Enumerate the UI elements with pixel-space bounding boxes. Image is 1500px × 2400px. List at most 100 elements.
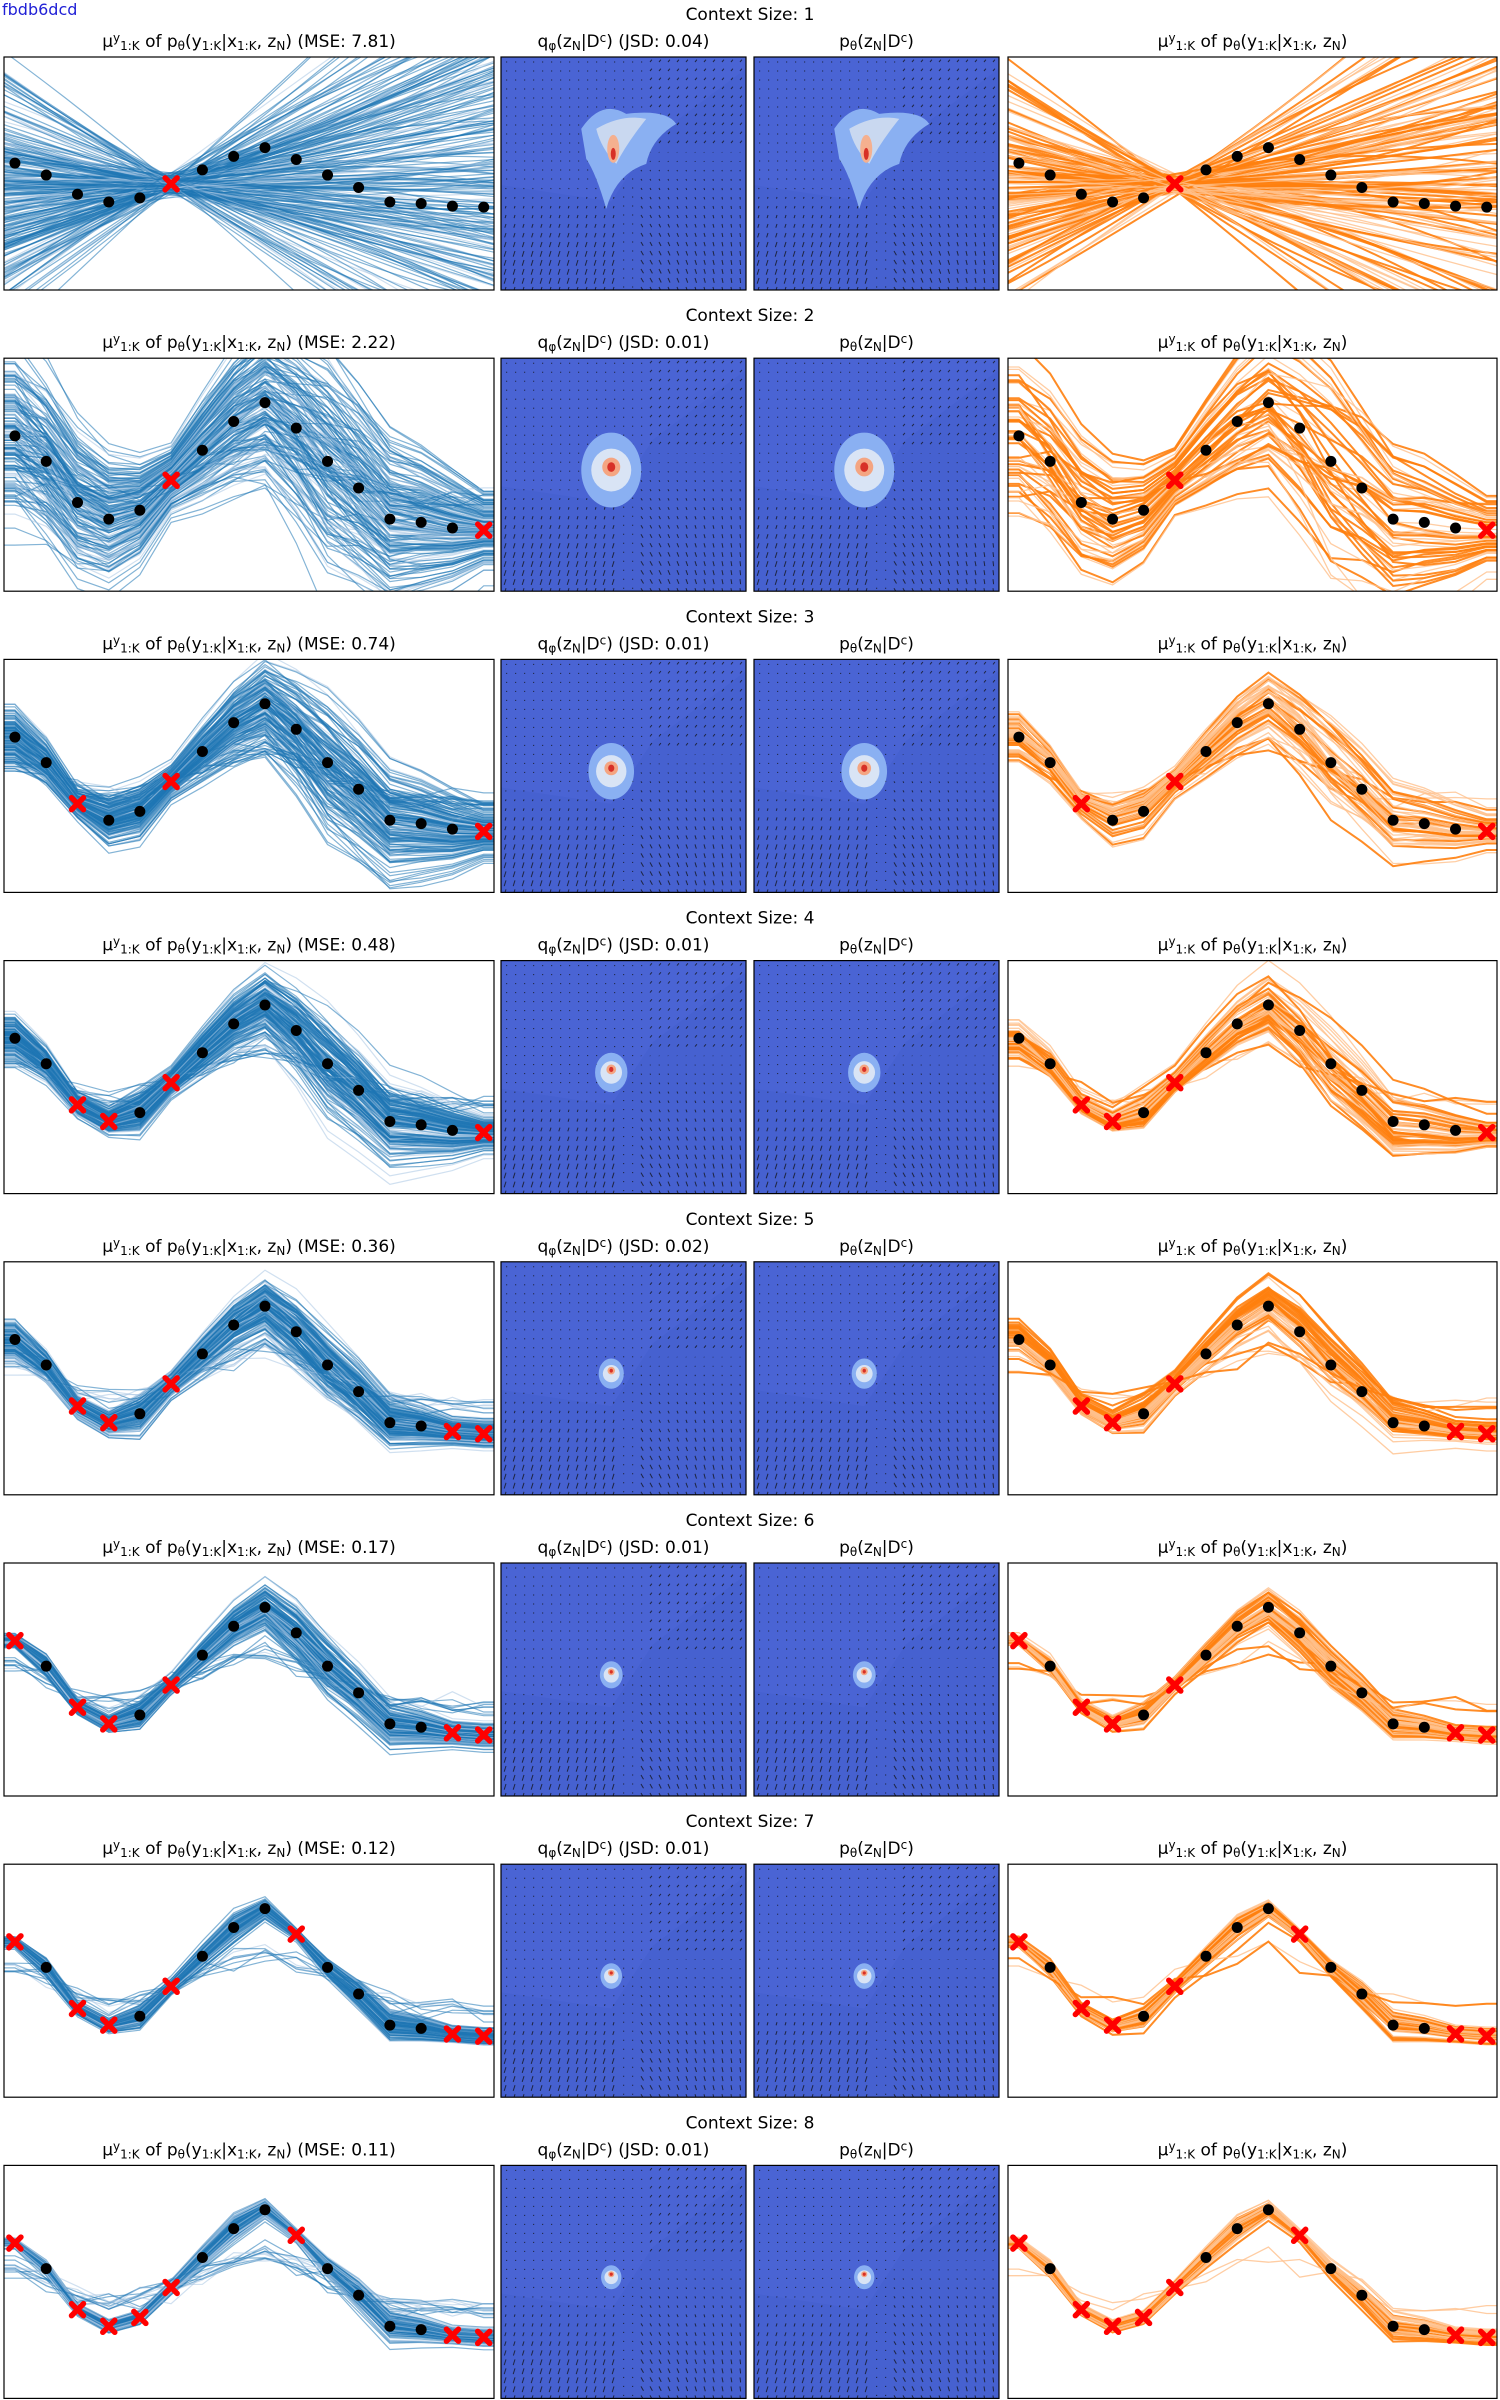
prior-density-1-frame bbox=[753, 56, 1000, 291]
mean-curves-orange-4-sample-line bbox=[1008, 960, 1497, 1125]
target-point-marker bbox=[1231, 2223, 1243, 2235]
context-point-marker bbox=[1477, 1123, 1496, 1142]
prior-density-4-frame bbox=[753, 959, 1000, 1195]
mean-curves-blue-2-sample-line bbox=[4, 365, 494, 519]
target-point-marker bbox=[1107, 513, 1119, 525]
context-point-marker bbox=[474, 521, 493, 539]
left-panel-title: μy1:K of pθ(y1:K|x1:K, zN) (MSE: 2.22) bbox=[102, 332, 396, 354]
prior-density-7-density-mode bbox=[853, 1963, 876, 1989]
target-point-marker bbox=[1325, 1058, 1337, 1070]
target-point-marker bbox=[1387, 1417, 1399, 1429]
context-row-4: Context Size: 4 μy1:K of pθ(y1:K|x1:K, zN… bbox=[3, 909, 1498, 1195]
prior-density-2-density-mode bbox=[834, 432, 895, 508]
mean-curves-blue-5-samples bbox=[4, 1269, 494, 1454]
posterior-panel-title: qφ(zN|Dc) (JSD: 0.01) bbox=[538, 1537, 710, 1559]
target-point-marker bbox=[322, 169, 334, 181]
target-point-marker bbox=[228, 415, 240, 427]
posterior-density-1-vector-field bbox=[503, 59, 743, 290]
target-point-marker bbox=[1200, 164, 1212, 176]
target-point-marker bbox=[1294, 1326, 1306, 1338]
mean-curves-orange-2-sample-line bbox=[1008, 358, 1497, 515]
mean-curves-orange-2-sample-line bbox=[1008, 371, 1497, 537]
target-point-marker bbox=[1387, 1115, 1399, 1127]
target-point-marker bbox=[1200, 745, 1212, 757]
target-point-marker bbox=[415, 1420, 427, 1432]
target-point-marker bbox=[134, 1107, 146, 1119]
target-point-marker bbox=[1200, 444, 1212, 456]
mean-curves-orange-2-sample-line bbox=[1008, 392, 1497, 534]
context-point-marker bbox=[162, 772, 180, 791]
target-point-marker bbox=[1138, 2010, 1150, 2022]
mean-curves-blue-1-frame bbox=[3, 56, 495, 291]
target-point-marker bbox=[1262, 2204, 1274, 2216]
target-point-marker bbox=[1200, 2251, 1212, 2263]
mean-curves-blue-2-sample-line bbox=[4, 467, 494, 592]
target-point-marker bbox=[259, 397, 271, 409]
mean-curves-orange-4-sample-line bbox=[1008, 975, 1497, 1147]
mean-curves-orange-1-sample-line bbox=[1008, 130, 1464, 290]
mean-curves-blue-6-sample-line bbox=[4, 1587, 494, 1728]
prior-panel-title: pθ(zN|Dc) bbox=[839, 634, 914, 656]
mean-curves-blue-2-samples bbox=[4, 358, 494, 592]
mean-curves-orange-2-frame bbox=[1007, 357, 1498, 592]
prior-density-7-frame bbox=[753, 1863, 1000, 2098]
mean-curves-orange-3-frame bbox=[1007, 658, 1498, 894]
context-point-marker bbox=[68, 794, 87, 813]
target-point-marker bbox=[1138, 805, 1150, 817]
left-panel-title: μy1:K of pθ(y1:K|x1:K, zN) (MSE: 0.48) bbox=[102, 935, 396, 957]
right-panel-title: μy1:K of pθ(y1:K|x1:K, zN) bbox=[1158, 935, 1348, 957]
row-title: Context Size: 5 bbox=[686, 1210, 815, 1230]
right-panel-title: μy1:K of pθ(y1:K|x1:K, zN) bbox=[1158, 1236, 1348, 1258]
mean-curves-blue-1-sample-line bbox=[4, 132, 494, 277]
mean-curves-blue-1-sample-line bbox=[57, 57, 310, 290]
mean-curves-orange-2-sample-line bbox=[1008, 358, 1497, 514]
context-row-8: Context Size: 8 μy1:K of pθ(y1:K|x1:K, zN… bbox=[3, 2113, 1498, 2399]
mean-curves-blue-3-sample-line bbox=[4, 748, 494, 806]
context-point-marker bbox=[443, 1422, 462, 1441]
context-point-marker bbox=[1134, 2308, 1153, 2327]
context-row-5: Context Size: 5 μy1:K of pθ(y1:K|x1:K, zN… bbox=[3, 1210, 1498, 1496]
target-point-marker bbox=[9, 731, 21, 743]
prior-density-8-vector-field bbox=[756, 2167, 996, 2399]
target-point-marker bbox=[1013, 731, 1025, 743]
target-point-marker bbox=[1231, 1018, 1243, 1030]
target-point-marker bbox=[1356, 1687, 1368, 1699]
mean-curves-blue-1-sample-line bbox=[4, 84, 355, 290]
target-point-marker bbox=[415, 818, 427, 830]
mean-curves-blue-2-sample-line bbox=[4, 358, 494, 492]
context-point-marker bbox=[1290, 1925, 1309, 1943]
context-point-marker bbox=[474, 1123, 493, 1142]
target-point-marker bbox=[1294, 422, 1306, 434]
mean-curves-blue-2-sample-line bbox=[4, 476, 494, 592]
target-point-marker bbox=[134, 504, 146, 516]
target-point-marker bbox=[1044, 1359, 1056, 1371]
target-point-marker bbox=[384, 1718, 396, 1730]
target-point-marker bbox=[259, 1300, 271, 1312]
target-point-marker bbox=[40, 1660, 52, 1672]
prior-panel-title: pθ(zN|Dc) bbox=[839, 1236, 914, 1258]
target-point-marker bbox=[1294, 1627, 1306, 1639]
mean-curves-blue-1-sample-line bbox=[4, 73, 494, 257]
target-point-marker bbox=[1450, 522, 1462, 534]
context-point-marker bbox=[68, 1698, 87, 1716]
target-point-marker bbox=[1481, 201, 1493, 213]
target-point-marker bbox=[353, 482, 365, 494]
mean-curves-orange-1-sample-line bbox=[1026, 57, 1388, 290]
mean-curves-orange-1-sample-line bbox=[1008, 79, 1383, 290]
target-point-marker bbox=[322, 1058, 334, 1070]
target-point-marker bbox=[1044, 1058, 1056, 1070]
target-point-marker bbox=[1387, 1718, 1399, 1730]
mean-curves-orange-1-sample-line bbox=[1008, 134, 1497, 190]
mean-curves-orange-1-sample-line bbox=[1008, 166, 1497, 267]
mean-curves-blue-1-sample-line bbox=[4, 94, 352, 290]
target-point-marker bbox=[228, 1620, 240, 1632]
mean-curves-orange-4-sample-line bbox=[1008, 1043, 1497, 1104]
target-point-marker bbox=[353, 783, 365, 795]
mean-curves-orange-1-sample-line bbox=[1017, 57, 1402, 290]
target-point-marker bbox=[384, 2019, 396, 2031]
target-point-marker bbox=[1262, 698, 1274, 710]
context-point-marker bbox=[162, 1375, 180, 1393]
prior-panel-title: pθ(zN|Dc) bbox=[839, 31, 914, 53]
target-point-marker bbox=[322, 2263, 334, 2275]
context-point-marker bbox=[68, 1096, 87, 1114]
